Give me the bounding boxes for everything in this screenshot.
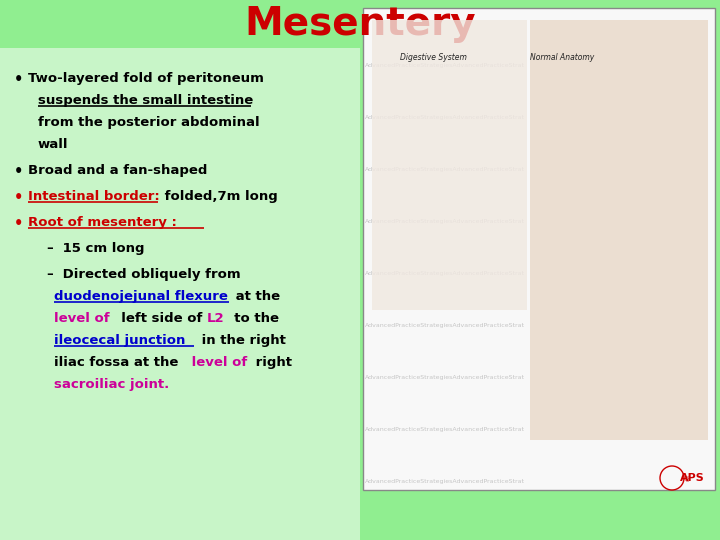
- Text: level of: level of: [54, 312, 109, 325]
- Text: Digestive System: Digestive System: [400, 52, 467, 62]
- Bar: [0, 48, 360, 540]
- Text: Mesentery: Mesentery: [244, 5, 476, 43]
- Text: AdvancedPracticeStrategiesAdvancedPracticeStrat: AdvancedPracticeStrategiesAdvancedPracti…: [365, 116, 525, 120]
- Text: •: •: [14, 164, 23, 179]
- Text: –: –: [46, 242, 53, 255]
- Text: •: •: [14, 216, 23, 231]
- Text: from the posterior abdominal: from the posterior abdominal: [38, 116, 260, 129]
- Text: to the: to the: [225, 312, 279, 325]
- Text: level of: level of: [187, 356, 247, 369]
- Text: Two-layered fold of peritoneum: Two-layered fold of peritoneum: [28, 72, 264, 85]
- Text: wall: wall: [38, 138, 68, 151]
- Text: –: –: [46, 268, 53, 281]
- Text: •: •: [14, 72, 23, 87]
- Text: left side of: left side of: [112, 312, 207, 325]
- Bar: [0, 0, 720, 48]
- Text: ®: ®: [685, 477, 692, 483]
- Bar: [530, 20, 708, 440]
- Text: in the right: in the right: [197, 334, 286, 347]
- Text: AdvancedPracticeStrategiesAdvancedPracticeStrat: AdvancedPracticeStrategiesAdvancedPracti…: [365, 323, 525, 328]
- Text: Directed obliquely from: Directed obliquely from: [58, 268, 240, 281]
- Text: right: right: [251, 356, 292, 369]
- Text: Normal Anatomy: Normal Anatomy: [530, 52, 594, 62]
- Text: Broad and a fan-shaped: Broad and a fan-shaped: [28, 164, 207, 177]
- Text: AdvancedPracticeStrategiesAdvancedPracticeStrat: AdvancedPracticeStrategiesAdvancedPracti…: [365, 480, 525, 484]
- Text: AdvancedPracticeStrategiesAdvancedPracticeStrat: AdvancedPracticeStrategiesAdvancedPracti…: [365, 219, 525, 225]
- Text: sacroiliac joint.: sacroiliac joint.: [54, 378, 169, 391]
- Text: AdvancedPracticeStrategiesAdvancedPracticeStrat: AdvancedPracticeStrategiesAdvancedPracti…: [365, 428, 525, 433]
- Text: suspends the small intestine: suspends the small intestine: [38, 94, 253, 107]
- Text: 15 cm long: 15 cm long: [58, 242, 145, 255]
- Text: Root of mesentery :: Root of mesentery :: [28, 216, 177, 229]
- Text: AdvancedPracticeStrategiesAdvancedPracticeStrat: AdvancedPracticeStrategiesAdvancedPracti…: [365, 167, 525, 172]
- Text: AdvancedPracticeStrategiesAdvancedPracticeStrat: AdvancedPracticeStrategiesAdvancedPracti…: [365, 272, 525, 276]
- Bar: [363, 8, 715, 490]
- Text: iliac fossa at the: iliac fossa at the: [54, 356, 179, 369]
- Text: at the: at the: [231, 290, 280, 303]
- Text: AdvancedPracticeStrategiesAdvancedPracticeStrat: AdvancedPracticeStrategiesAdvancedPracti…: [365, 64, 525, 69]
- Text: •: •: [14, 190, 23, 205]
- Text: ileocecal junction: ileocecal junction: [54, 334, 185, 347]
- Text: folded,7m long: folded,7m long: [160, 190, 278, 203]
- Text: L2: L2: [207, 312, 225, 325]
- Bar: [372, 20, 527, 310]
- Text: APS: APS: [680, 473, 705, 483]
- Text: AdvancedPracticeStrategiesAdvancedPracticeStrat: AdvancedPracticeStrategiesAdvancedPracti…: [365, 375, 525, 381]
- Text: duodenojejunal flexure: duodenojejunal flexure: [54, 290, 228, 303]
- Text: Intestinal border:: Intestinal border:: [28, 190, 160, 203]
